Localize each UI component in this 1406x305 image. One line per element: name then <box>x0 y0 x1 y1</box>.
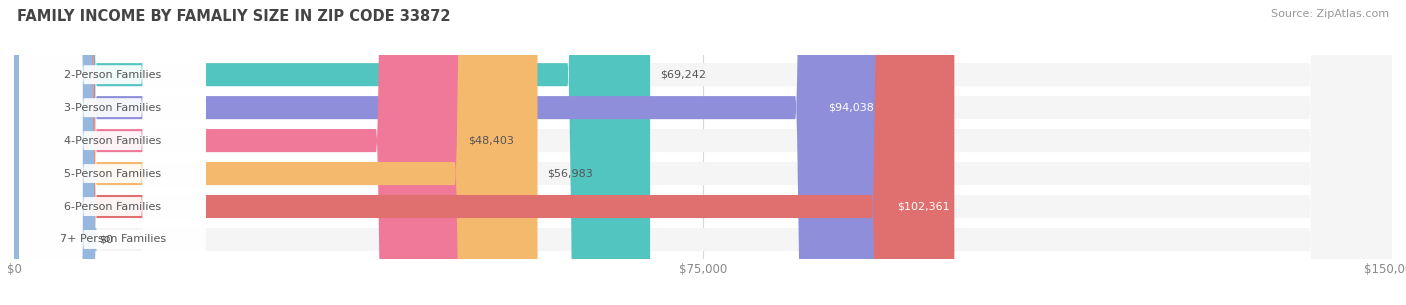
FancyBboxPatch shape <box>14 0 955 305</box>
Text: Source: ZipAtlas.com: Source: ZipAtlas.com <box>1271 9 1389 19</box>
Text: 7+ Person Families: 7+ Person Families <box>59 235 166 245</box>
FancyBboxPatch shape <box>20 0 205 305</box>
FancyBboxPatch shape <box>14 0 877 305</box>
Text: $56,983: $56,983 <box>547 169 593 178</box>
FancyBboxPatch shape <box>14 0 1392 305</box>
Text: 6-Person Families: 6-Person Families <box>65 202 162 211</box>
Text: 3-Person Families: 3-Person Families <box>65 103 162 113</box>
FancyBboxPatch shape <box>14 0 1392 305</box>
FancyBboxPatch shape <box>20 0 205 305</box>
FancyBboxPatch shape <box>14 0 1392 305</box>
Text: $69,242: $69,242 <box>659 70 706 80</box>
FancyBboxPatch shape <box>14 0 1392 305</box>
Text: $0: $0 <box>100 235 114 245</box>
FancyBboxPatch shape <box>14 0 1392 305</box>
FancyBboxPatch shape <box>14 0 650 305</box>
FancyBboxPatch shape <box>20 0 205 305</box>
FancyBboxPatch shape <box>20 0 205 305</box>
FancyBboxPatch shape <box>20 0 205 305</box>
Text: $48,403: $48,403 <box>468 136 515 145</box>
FancyBboxPatch shape <box>7 0 97 305</box>
FancyBboxPatch shape <box>14 0 1392 305</box>
Text: FAMILY INCOME BY FAMALIY SIZE IN ZIP CODE 33872: FAMILY INCOME BY FAMALIY SIZE IN ZIP COD… <box>17 9 450 24</box>
FancyBboxPatch shape <box>14 0 458 305</box>
Text: $94,038: $94,038 <box>828 103 873 113</box>
Text: 5-Person Families: 5-Person Families <box>65 169 162 178</box>
Text: 4-Person Families: 4-Person Families <box>63 136 162 145</box>
FancyBboxPatch shape <box>14 0 537 305</box>
Text: 2-Person Families: 2-Person Families <box>63 70 162 80</box>
Text: $102,361: $102,361 <box>897 202 950 211</box>
FancyBboxPatch shape <box>20 0 205 305</box>
